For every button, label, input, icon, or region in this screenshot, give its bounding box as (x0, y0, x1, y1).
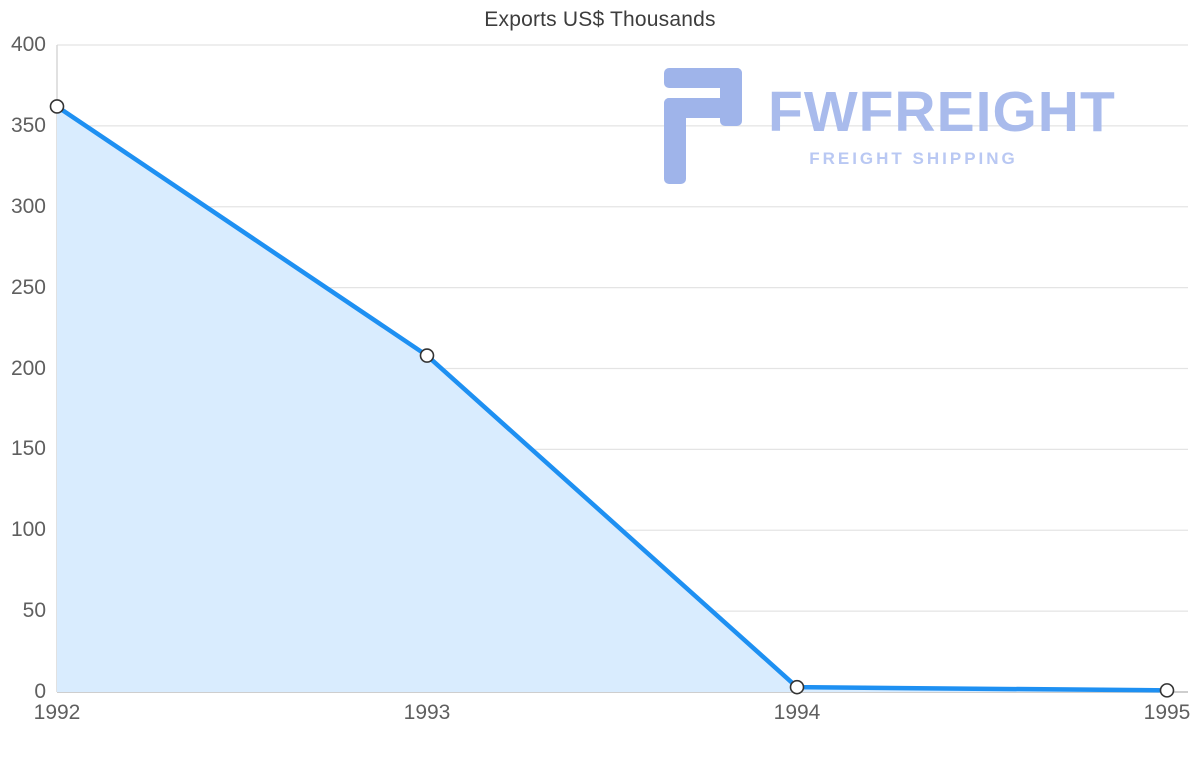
data-point-marker (419, 348, 435, 363)
x-tick-label: 1994 (773, 701, 821, 724)
y-tick-label: 300 (10, 194, 46, 218)
data-point-marker (1159, 683, 1175, 698)
y-tick-label: 350 (10, 113, 46, 137)
y-tick-label: 250 (10, 275, 46, 299)
y-tick-label: 50 (22, 599, 46, 623)
y-tick-label: 0 (34, 680, 46, 703)
y-tick-label: 150 (10, 437, 46, 461)
x-tick-label: 1995 (1143, 701, 1191, 724)
data-point-marker (789, 679, 805, 695)
x-tick-label: 1992 (33, 701, 81, 724)
series-area-fill (57, 106, 1167, 693)
y-tick-label: 100 (10, 518, 46, 542)
chart-title: Exports US$ Thousands (484, 8, 716, 31)
series-line (54, 104, 1170, 693)
data-point-marker (49, 99, 65, 114)
y-tick-label: 400 (10, 33, 46, 56)
y-tick-label: 200 (10, 356, 46, 380)
x-tick-label: 1993 (403, 701, 451, 724)
